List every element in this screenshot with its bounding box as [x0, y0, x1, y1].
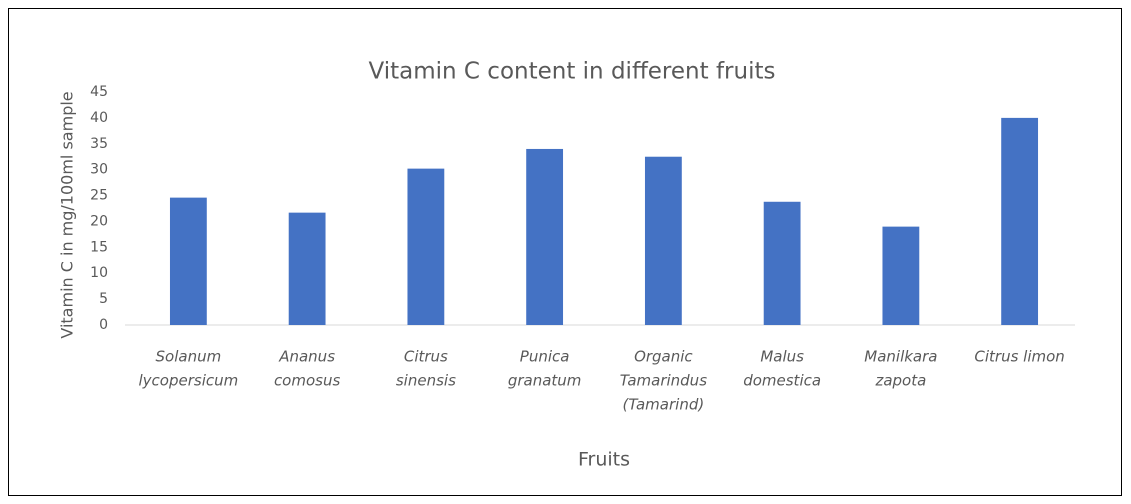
x-tick-label: domestica: [743, 372, 821, 390]
x-tick-label: sinensis: [396, 372, 456, 390]
bar: [882, 226, 920, 325]
x-tick-label: zapota: [874, 372, 926, 390]
y-tick-label: 0: [99, 317, 108, 333]
x-tick-label: Solanum: [156, 348, 222, 366]
bar: [644, 156, 682, 325]
x-axis-title: Fruits: [578, 449, 630, 471]
y-tick-label: 15: [90, 239, 108, 255]
x-tick-label: Malus: [760, 348, 804, 366]
x-tick-label: Manilkara: [864, 348, 937, 366]
x-tick-label: Tamarindus: [620, 372, 707, 390]
y-tick-label: 5: [99, 291, 108, 307]
bar: [407, 168, 445, 325]
x-tick-label: lycopersicum: [139, 372, 239, 390]
x-tick-label: Ananus: [278, 348, 335, 366]
bar: [169, 197, 207, 325]
x-tick-label: Citrus: [404, 348, 448, 366]
x-tick-label: (Tamarind): [623, 396, 705, 414]
bar: [1001, 117, 1039, 325]
x-tick-label: Citrus limon: [974, 348, 1064, 366]
bar: [526, 148, 564, 325]
y-tick-label: 25: [90, 188, 108, 204]
bar: [763, 201, 801, 325]
x-tick-label: comosus: [274, 372, 341, 390]
x-tick-label: Organic: [634, 348, 693, 366]
y-tick-label: 30: [90, 162, 108, 178]
bar: [288, 212, 326, 325]
y-tick-label: 10: [90, 265, 108, 281]
y-axis-title: Vitamin C in mg/100ml sample: [58, 91, 77, 338]
chart-title: Vitamin C content in different fruits: [369, 59, 776, 85]
y-tick-label: 35: [90, 136, 108, 152]
x-tick-label: Punica: [520, 348, 570, 366]
y-tick-label: 45: [90, 84, 108, 100]
y-tick-label: 40: [90, 110, 108, 126]
y-tick-label: 20: [90, 213, 108, 229]
x-tick-label: granatum: [508, 372, 582, 390]
